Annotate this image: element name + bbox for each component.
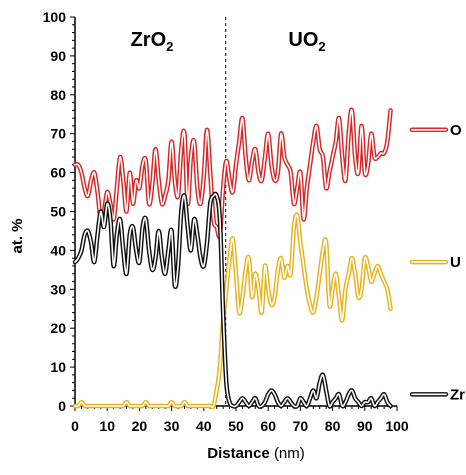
x-tick-label: 70: [293, 418, 309, 434]
y-tick-label: 80: [50, 87, 66, 103]
x-axis-title: Distance (nm): [207, 445, 305, 462]
y-tick-label: 40: [50, 242, 66, 258]
y-tick-label: 0: [58, 398, 66, 414]
y-tick-label: 30: [50, 281, 66, 297]
tick-marks: [70, 16, 398, 411]
x-tick-label: 100: [385, 418, 409, 434]
x-tick-label: 90: [357, 418, 373, 434]
legend-label-u: U: [450, 254, 461, 271]
legend-label-o: O: [450, 122, 462, 139]
region-label-zro2: ZrO2: [131, 29, 174, 54]
x-tick-label: 30: [164, 418, 180, 434]
legend: O U Zr: [409, 122, 465, 403]
y-tick-label: 50: [50, 204, 66, 220]
region-label-zro2-sub: 2: [166, 39, 173, 54]
region-label-uo2-main: UO: [288, 29, 318, 51]
y-tick-label: 10: [50, 359, 66, 375]
region-label-uo2-sub: 2: [318, 39, 325, 54]
region-label-uo2: UO2: [288, 29, 325, 54]
y-tick-label: 90: [50, 48, 66, 64]
x-tick-label: 0: [71, 418, 79, 434]
x-axis-title-label: Distance: [207, 445, 270, 462]
y-tick-label: 20: [50, 320, 66, 336]
y-axis-title: at. %: [9, 218, 26, 253]
y-tick-label: 100: [43, 9, 67, 25]
x-tick-label: 50: [228, 418, 244, 434]
x-tick-labels: 0 10 20 30 40 50 60 70 80 90 100: [71, 418, 409, 434]
series-line-zr-inner: [74, 193, 392, 408]
series-line-o-inner: [74, 108, 392, 238]
y-tick-label: 60: [50, 165, 66, 181]
x-tick-label: 20: [132, 418, 148, 434]
x-tick-label: 40: [196, 418, 212, 434]
legend-label-zr: Zr: [450, 386, 465, 403]
x-tick-label: 60: [260, 418, 276, 434]
y-tick-labels: 0 10 20 30 40 50 60 70 80 90 100: [43, 9, 67, 414]
x-tick-label: 10: [99, 418, 115, 434]
x-tick-label: 80: [325, 418, 341, 434]
x-axis-title-unit: (nm): [274, 445, 305, 462]
region-label-zro2-main: ZrO: [131, 29, 167, 51]
series-line-u-inner: [74, 213, 392, 408]
y-tick-label: 70: [50, 126, 66, 142]
series-lines: [72, 107, 393, 410]
